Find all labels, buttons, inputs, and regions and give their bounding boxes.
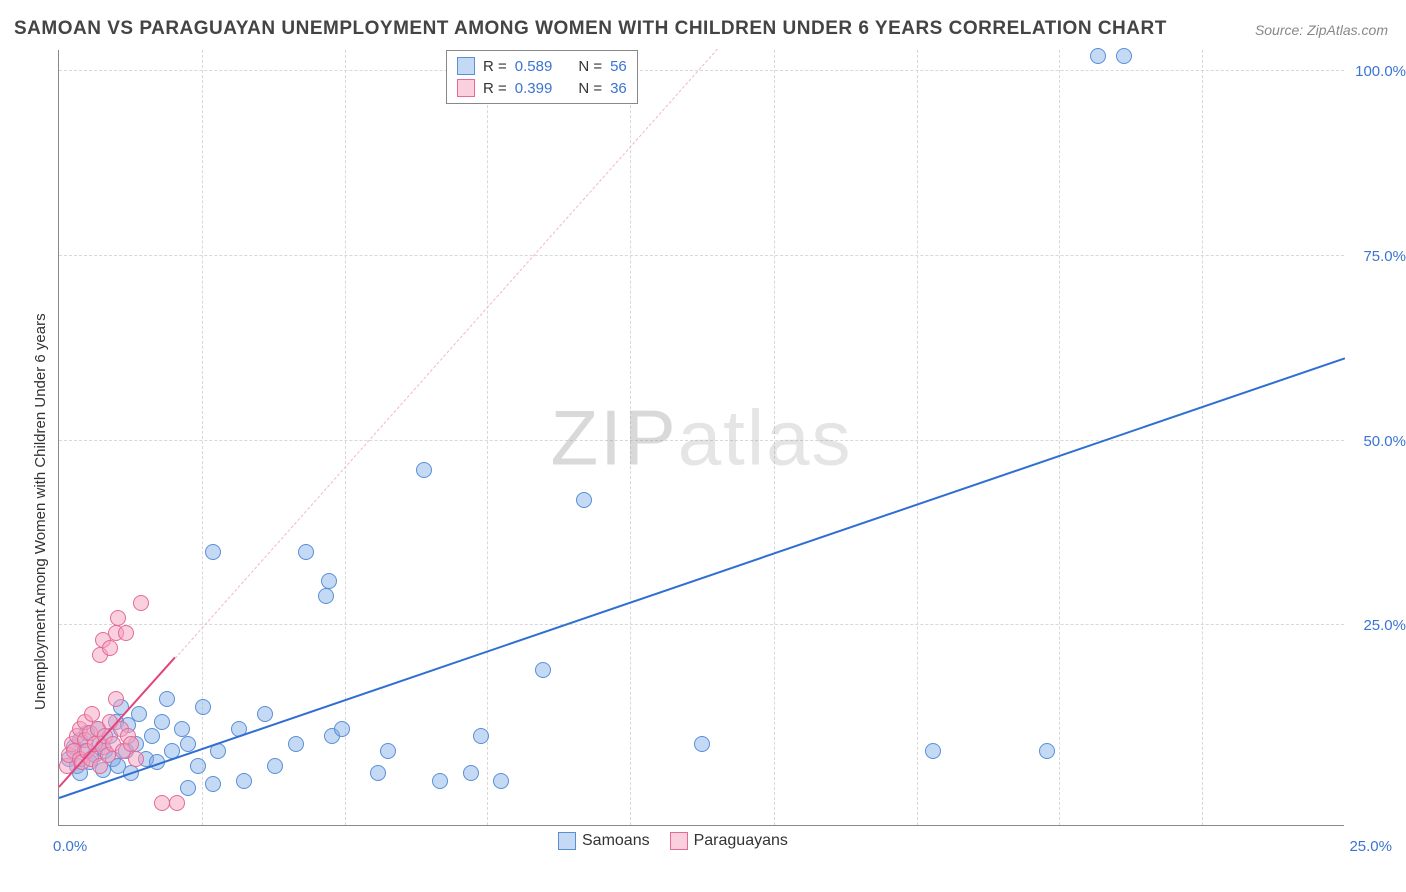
legend-row: R = 0.399 N = 36: [457, 77, 627, 99]
scatter-marker: [133, 595, 149, 611]
scatter-marker: [159, 691, 175, 707]
scatter-marker: [288, 736, 304, 752]
scatter-marker: [154, 795, 170, 811]
scatter-marker: [236, 773, 252, 789]
scatter-marker: [463, 765, 479, 781]
y-tick-label: 75.0%: [1363, 248, 1406, 265]
gridline-horizontal: [59, 255, 1344, 256]
scatter-marker: [154, 714, 170, 730]
legend-r-label: R =: [483, 58, 507, 75]
series-legend-label: Paraguayans: [694, 832, 788, 850]
scatter-marker: [267, 758, 283, 774]
y-tick-label: 50.0%: [1363, 433, 1406, 450]
scatter-marker: [370, 765, 386, 781]
series-legend: Samoans Paraguayans: [558, 832, 788, 850]
legend-swatch: [457, 79, 475, 97]
scatter-marker: [1039, 743, 1055, 759]
scatter-marker: [694, 736, 710, 752]
gridline-horizontal: [59, 624, 1344, 625]
gridline-horizontal: [59, 440, 1344, 441]
gridline-vertical: [630, 50, 631, 825]
series-legend-item: Paraguayans: [670, 832, 788, 850]
scatter-marker: [257, 706, 273, 722]
scatter-marker: [180, 780, 196, 796]
scatter-marker: [925, 743, 941, 759]
legend-swatch: [558, 832, 576, 850]
y-axis-label: Unemployment Among Women with Children U…: [32, 313, 49, 710]
scatter-marker: [535, 662, 551, 678]
legend-row: R = 0.589 N = 56: [457, 55, 627, 77]
gridline-vertical: [487, 50, 488, 825]
gridline-vertical: [1059, 50, 1060, 825]
trend-line: [174, 48, 717, 658]
scatter-marker: [576, 492, 592, 508]
scatter-marker: [1090, 48, 1106, 64]
scatter-marker: [1116, 48, 1132, 64]
scatter-marker: [180, 736, 196, 752]
scatter-marker: [144, 728, 160, 744]
scatter-marker: [128, 751, 144, 767]
scatter-marker: [110, 610, 126, 626]
gridline-vertical: [917, 50, 918, 825]
scatter-marker: [169, 795, 185, 811]
scatter-marker: [205, 776, 221, 792]
scatter-marker: [174, 721, 190, 737]
series-legend-label: Samoans: [582, 832, 650, 850]
series-legend-item: Samoans: [558, 832, 650, 850]
gridline-vertical: [1202, 50, 1203, 825]
scatter-marker: [473, 728, 489, 744]
y-tick-label: 25.0%: [1363, 617, 1406, 634]
scatter-marker: [380, 743, 396, 759]
scatter-marker: [195, 699, 211, 715]
scatter-marker: [318, 588, 334, 604]
scatter-marker: [108, 691, 124, 707]
legend-n-label: N =: [578, 80, 602, 97]
scatter-marker: [118, 625, 134, 641]
scatter-marker: [131, 706, 147, 722]
scatter-marker: [298, 544, 314, 560]
gridline-vertical: [774, 50, 775, 825]
scatter-marker: [102, 640, 118, 656]
scatter-marker: [416, 462, 432, 478]
legend-n-value: 36: [610, 80, 627, 97]
scatter-marker: [205, 544, 221, 560]
scatter-plot: ZIPatlas 25.0%50.0%75.0%100.0%0.0%25.0%: [58, 50, 1344, 826]
gridline-vertical: [345, 50, 346, 825]
source-label: Source: ZipAtlas.com: [1255, 22, 1388, 38]
scatter-marker: [123, 736, 139, 752]
trend-line: [59, 357, 1346, 799]
legend-n-value: 56: [610, 58, 627, 75]
legend-n-label: N =: [578, 58, 602, 75]
y-tick-label: 100.0%: [1355, 63, 1406, 80]
scatter-marker: [493, 773, 509, 789]
scatter-marker: [84, 706, 100, 722]
scatter-marker: [321, 573, 337, 589]
scatter-marker: [334, 721, 350, 737]
x-tick-label: 25.0%: [1349, 838, 1392, 855]
legend-swatch: [457, 57, 475, 75]
legend-r-value: 0.589: [515, 58, 553, 75]
legend-r-value: 0.399: [515, 80, 553, 97]
scatter-marker: [432, 773, 448, 789]
gridline-horizontal: [59, 70, 1344, 71]
legend-swatch: [670, 832, 688, 850]
watermark: ZIPatlas: [550, 392, 852, 483]
correlation-legend: R = 0.589 N = 56 R = 0.399 N = 36: [446, 50, 638, 104]
x-tick-label: 0.0%: [53, 838, 87, 855]
scatter-marker: [190, 758, 206, 774]
legend-r-label: R =: [483, 80, 507, 97]
chart-title: SAMOAN VS PARAGUAYAN UNEMPLOYMENT AMONG …: [14, 18, 1167, 40]
